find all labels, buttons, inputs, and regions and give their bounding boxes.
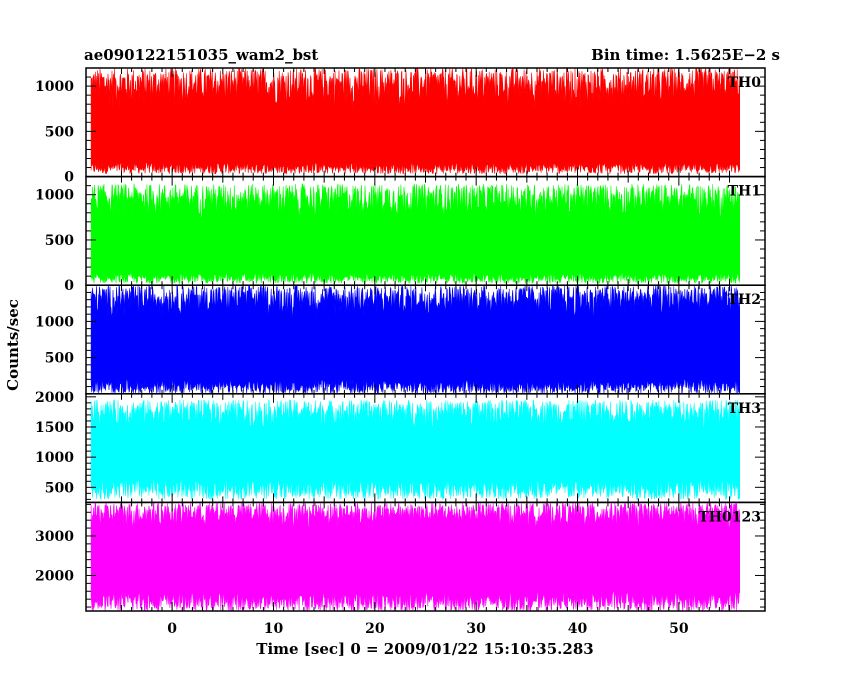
y-tick-label: 1000 [35,79,74,95]
y-tick-label: 3000 [35,529,74,545]
y-tick-label: 2000 [35,390,74,406]
x-tick-label: 20 [365,621,385,637]
x-tick-label: 10 [264,621,284,637]
panel-name-label: TH2 [728,292,761,308]
y-tick-label: 1000 [35,450,74,466]
series-th3 [90,399,740,501]
panel-name-label: TH1 [728,184,761,200]
bin-time-label: Bin time: 1.5625E−2 s [591,46,780,64]
panel-th3: 500 1000 1500 2000 TH3 [35,390,766,504]
panel-th0: 0 500 1000 TH0 [35,67,766,186]
y-tick-label: 500 [45,351,74,367]
panel-th0123: 2000 3000 TH0123 [35,501,766,612]
y-tick-label: 500 [45,480,74,496]
panel-name-label: TH0123 [698,509,761,525]
x-tick-label: 40 [568,621,588,637]
panel-name-label: TH3 [728,401,761,417]
y-tick-label: 1000 [35,314,74,330]
x-axis-label: Time [sec] 0 = 2009/01/22 15:10:35.283 [256,640,593,658]
chart-title: ae090122151035_wam2_bst [84,46,318,64]
y-tick-label: 500 [45,124,74,140]
series-th2 [90,285,740,394]
panel-th1: 0 500 1000 TH1 [35,175,766,294]
series-th1 [90,183,740,285]
y-tick-label: 0 [64,278,74,294]
series-th0 [90,68,740,175]
y-tick-label: 1500 [35,420,74,436]
y-tick-label: 1000 [35,188,74,204]
x-tick-label: 50 [669,621,689,637]
y-tick-label: 2000 [35,568,74,584]
panel-th2: 500 1000 TH2 [35,284,766,395]
y-tick-label: 0 [64,170,74,186]
x-tick-label: 30 [466,621,486,637]
series-th0123 [90,502,740,611]
panel-name-label: TH0 [728,75,762,91]
y-tick-label: 500 [45,233,74,249]
y-axis-label: Counts/sec [4,299,22,391]
x-tick-label: 0 [167,621,177,637]
